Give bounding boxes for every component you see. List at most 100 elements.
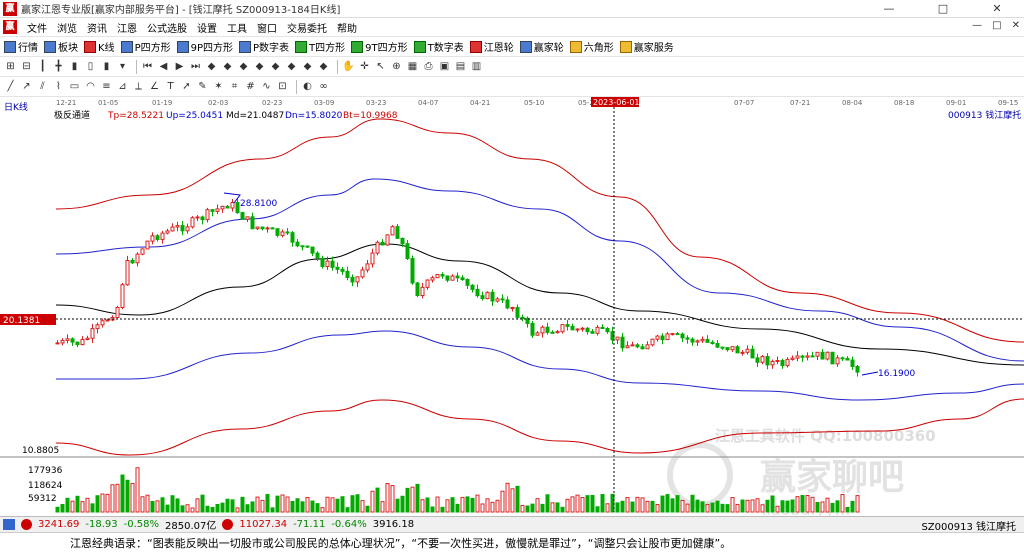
separator bbox=[337, 59, 338, 74]
candle-body bbox=[650, 338, 655, 346]
hand-icon[interactable]: ✋ bbox=[342, 61, 355, 72]
first-icon[interactable]: ⏮ bbox=[143, 61, 152, 72]
candle-body bbox=[520, 316, 525, 319]
zoom-icon[interactable]: ⊕ bbox=[392, 61, 401, 72]
bars3-icon[interactable]: ▮ bbox=[103, 61, 110, 72]
diamond6-icon[interactable]: ◆ bbox=[287, 61, 296, 72]
9p-square-button[interactable]: 9P四方形 bbox=[176, 39, 233, 54]
export-icon[interactable]: ▤ bbox=[455, 61, 466, 72]
child-close-button[interactable]: ✕ bbox=[1011, 20, 1020, 31]
last-icon[interactable]: ⏭ bbox=[191, 61, 200, 72]
wave-tool-icon[interactable]: ∿ bbox=[262, 81, 271, 92]
menu-gann[interactable]: 江恩 bbox=[117, 23, 137, 35]
channel-tool-icon[interactable]: ⫽ bbox=[40, 81, 45, 92]
hexagon-button[interactable]: 六角形 bbox=[569, 39, 614, 54]
menu-window[interactable]: 窗口 bbox=[257, 23, 277, 35]
cursor-icon[interactable]: ↖ bbox=[376, 61, 385, 72]
menu-info[interactable]: 资讯 bbox=[87, 23, 107, 35]
arc-tool-icon[interactable]: ◠ bbox=[86, 81, 95, 92]
fan-tool-icon[interactable]: ⌇ bbox=[56, 81, 61, 92]
gann-wheel-button[interactable]: 江恩轮 bbox=[469, 39, 514, 54]
menu-tools[interactable]: 工具 bbox=[227, 23, 247, 35]
close-button[interactable]: ✕ bbox=[992, 2, 1002, 15]
candle-body bbox=[680, 333, 685, 339]
child-minimize-button[interactable]: — bbox=[972, 20, 983, 31]
period-icon[interactable]: ⊟ bbox=[22, 61, 31, 72]
diamond7-icon[interactable]: ◆ bbox=[303, 61, 312, 72]
menu-settings[interactable]: 设置 bbox=[197, 23, 217, 35]
status-stock[interactable]: SZ000913 钱江摩托 bbox=[921, 522, 1016, 533]
candle-body bbox=[405, 243, 410, 259]
t-square-button[interactable]: T四方形 bbox=[295, 39, 345, 54]
text-tool-icon[interactable]: T bbox=[167, 81, 174, 92]
box-tool-icon[interactable]: ⊡ bbox=[278, 81, 287, 92]
kline-button[interactable]: K线 bbox=[84, 39, 115, 54]
kline-icon bbox=[84, 40, 96, 53]
quotes-button[interactable]: 行情 bbox=[4, 39, 38, 54]
menu-browse[interactable]: 浏览 bbox=[57, 23, 77, 35]
sz-index[interactable]: 11027.34 bbox=[239, 519, 288, 530]
infinity-icon[interactable]: ∞ bbox=[319, 81, 328, 92]
candle2-icon[interactable]: ╋ bbox=[55, 61, 62, 72]
volume-bar bbox=[125, 479, 130, 513]
car-icon[interactable]: ▥ bbox=[471, 61, 482, 72]
ray-tool-icon[interactable]: ↗ bbox=[22, 81, 31, 92]
diamond8-icon[interactable]: ◆ bbox=[319, 61, 328, 72]
menu-help[interactable]: 帮助 bbox=[337, 23, 357, 35]
line-tool-icon[interactable]: ╱ bbox=[7, 81, 14, 92]
volume-bar bbox=[740, 499, 745, 513]
sh-index[interactable]: 3241.69 bbox=[38, 519, 80, 530]
volume-bar bbox=[165, 504, 170, 513]
winner-wheel-button[interactable]: 赢家轮 bbox=[519, 39, 564, 54]
menu-formula[interactable]: 公式选股 bbox=[147, 23, 187, 35]
gann-tool-icon[interactable]: ⊿ bbox=[118, 81, 127, 92]
cycle-tool-icon[interactable]: ⟂ bbox=[135, 81, 142, 92]
menu-file[interactable]: 文件 bbox=[27, 23, 47, 35]
rect-tool-icon[interactable]: ▭ bbox=[69, 81, 80, 92]
volume-bar bbox=[570, 496, 575, 513]
sectors-button[interactable]: 板块 bbox=[44, 39, 78, 54]
minimize-button[interactable]: — bbox=[883, 2, 895, 15]
diamond2-icon[interactable]: ◆ bbox=[223, 61, 232, 72]
p-table-button[interactable]: P数字表 bbox=[239, 39, 289, 54]
bars-icon[interactable]: ▮ bbox=[71, 61, 78, 72]
hash-tool-icon[interactable]: # bbox=[246, 81, 255, 92]
9t-square-button[interactable]: 9T四方形 bbox=[351, 39, 408, 54]
volume-bar bbox=[380, 501, 385, 513]
maximize-button[interactable]: □ bbox=[937, 2, 949, 15]
print-icon[interactable]: ⎙ bbox=[424, 61, 433, 72]
arrow-tool-icon[interactable]: ➚ bbox=[182, 81, 191, 92]
diamond4-icon[interactable]: ◆ bbox=[255, 61, 264, 72]
p-square-button[interactable]: P四方形 bbox=[120, 39, 171, 54]
dropdown-icon[interactable]: ▾ bbox=[119, 61, 126, 72]
prev-icon[interactable]: ◀ bbox=[159, 61, 168, 72]
volume-bar bbox=[545, 494, 550, 513]
save-icon[interactable]: ▣ bbox=[439, 61, 450, 72]
diamond1-icon[interactable]: ◆ bbox=[207, 61, 216, 72]
t-table-button[interactable]: T数字表 bbox=[413, 39, 464, 54]
angle-tool-icon[interactable]: ∠ bbox=[150, 81, 159, 92]
star-tool-icon[interactable]: ✶ bbox=[214, 81, 223, 92]
winner-service-button[interactable]: 赢家服务 bbox=[619, 39, 674, 54]
layout-icon[interactable]: ⊞ bbox=[6, 61, 15, 72]
diamond5-icon[interactable]: ◆ bbox=[271, 61, 280, 72]
calc-icon[interactable]: ▦ bbox=[407, 61, 418, 72]
volume-bar bbox=[650, 500, 655, 513]
fib-tool-icon[interactable]: ≡ bbox=[102, 81, 111, 92]
title-bar: 赢 赢家江恩专业版[赢家内部服务平台] - [钱江摩托 SZ000913-184… bbox=[0, 0, 1024, 18]
cross-icon[interactable]: ✛ bbox=[360, 61, 369, 72]
color-icon[interactable]: ◐ bbox=[303, 81, 312, 92]
volume-bar bbox=[460, 496, 465, 513]
next-icon[interactable]: ▶ bbox=[175, 61, 184, 72]
child-maximize-button[interactable]: □ bbox=[992, 20, 1002, 31]
kline-chart[interactable]: 12-21 01-05 01-19 02-03 02-23 03-09 03-23 04-07… bbox=[0, 97, 1024, 519]
chart-area[interactable]: 12-21 01-05 01-19 02-03 02-23 03-09 03-23 04-07… bbox=[0, 97, 1024, 519]
pencil-tool-icon[interactable]: ✎ bbox=[198, 81, 207, 92]
bars2-icon[interactable]: ▯ bbox=[87, 61, 94, 72]
grid-tool-icon[interactable]: ⌗ bbox=[231, 81, 238, 92]
volume-bar bbox=[630, 501, 635, 513]
volume-bar bbox=[790, 499, 795, 513]
diamond3-icon[interactable]: ◆ bbox=[239, 61, 248, 72]
candle-icon[interactable]: ┃ bbox=[39, 61, 46, 72]
menu-trade[interactable]: 交易委托 bbox=[287, 23, 327, 35]
